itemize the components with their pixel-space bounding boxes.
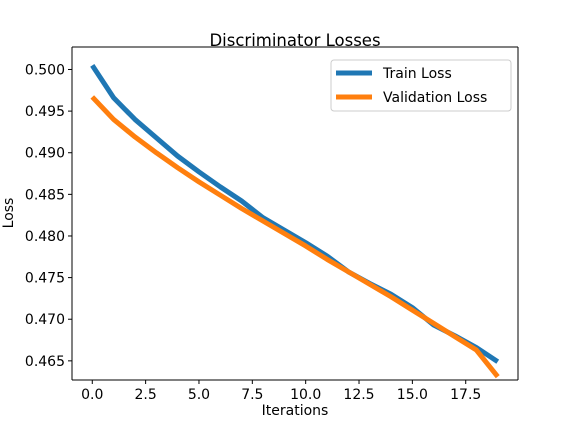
y-tick-label: 0.500 xyxy=(25,62,65,78)
series-line-validation-loss xyxy=(90,95,500,379)
y-axis-label: Loss xyxy=(1,198,17,229)
y-tick-label: 0.465 xyxy=(25,354,65,370)
axes xyxy=(71,46,519,381)
x-tick-label: 2.5 xyxy=(134,387,156,403)
x-tick-label: 15.0 xyxy=(397,387,428,403)
y-tick-label: 0.475 xyxy=(25,271,65,287)
y-tick-label: 0.485 xyxy=(25,187,65,203)
x-tick-label: 17.5 xyxy=(450,387,481,403)
y-tick-label: 0.470 xyxy=(25,312,65,328)
chart-title: Discriminator Losses xyxy=(209,31,380,50)
x-tick-label: 5.0 xyxy=(188,387,210,403)
x-tick-label: 12.5 xyxy=(343,387,374,403)
x-tick-label: 7.5 xyxy=(241,387,263,403)
x-axis-label: Iterations xyxy=(262,403,329,419)
x-tick-label: 0.0 xyxy=(81,387,103,403)
series-layer xyxy=(90,63,500,379)
legend-label-train-loss: Train Loss xyxy=(382,66,452,82)
x-ticks: 0.0 2.5 5.0 7.5 10.0 12.5 15.0 17.5 xyxy=(81,380,481,403)
legend: Train Loss Validation Loss xyxy=(330,59,512,112)
legend-frame xyxy=(330,59,512,112)
y-tick-label: 0.480 xyxy=(25,229,65,245)
legend-label-validation-loss: Validation Loss xyxy=(383,90,487,106)
y-tick-label: 0.490 xyxy=(25,146,65,162)
x-tick-label: 10.0 xyxy=(290,387,321,403)
y-ticks: 0.465 0.470 0.475 0.480 0.485 0.490 0.495 0.500 xyxy=(25,62,72,370)
y-tick-label: 0.495 xyxy=(25,104,65,120)
